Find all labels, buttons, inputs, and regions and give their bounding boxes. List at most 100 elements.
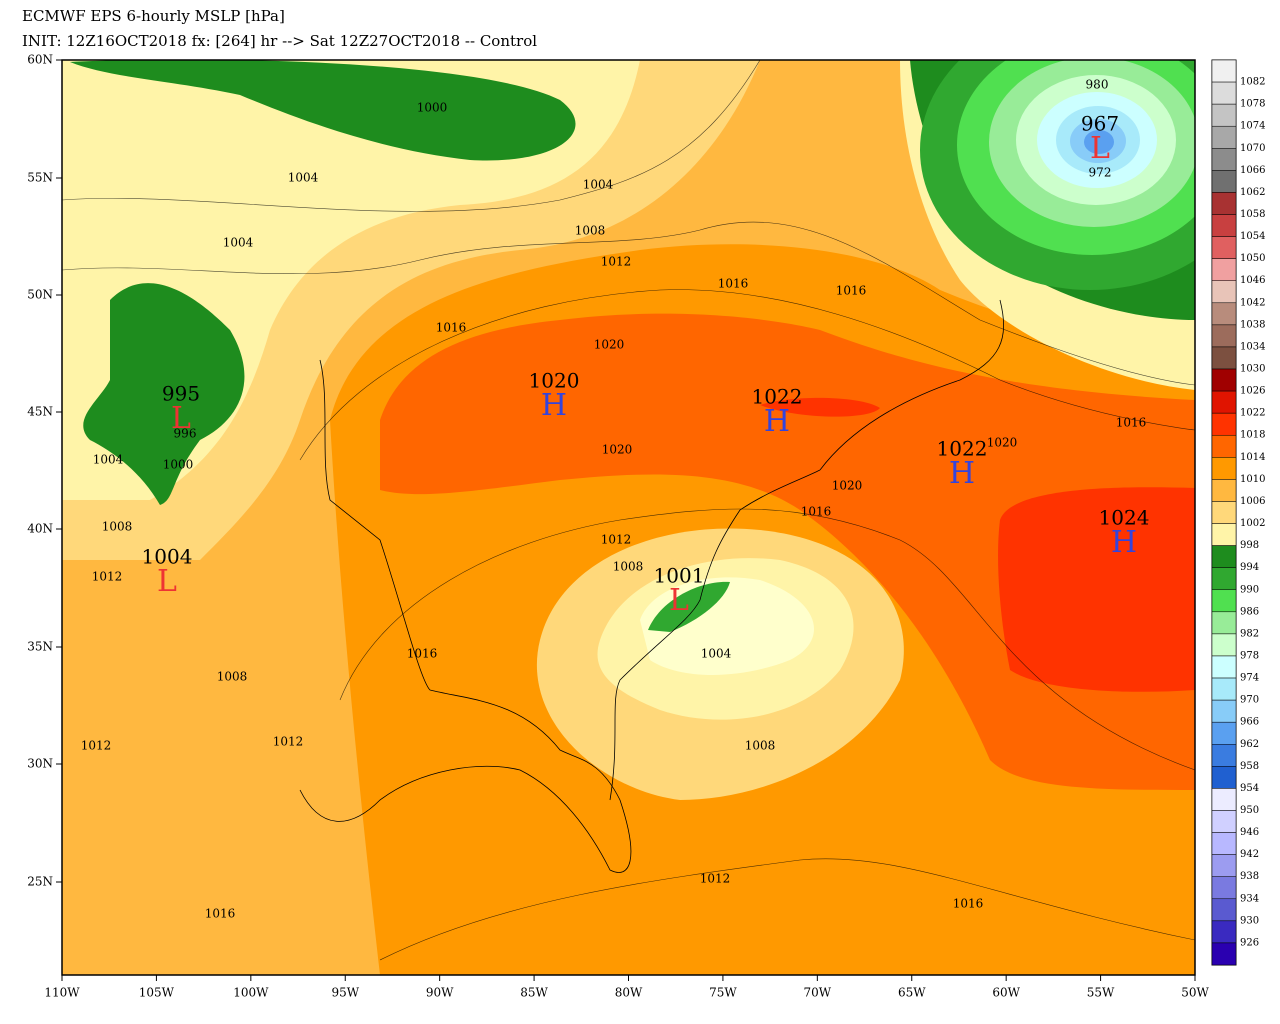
contour-label: 1008 xyxy=(575,224,606,238)
lat-label: 35N xyxy=(27,640,53,654)
isobar xyxy=(62,60,761,212)
colorbar-label: 998 xyxy=(1240,540,1259,551)
colorbar-swatch xyxy=(1211,457,1237,480)
contour-label: 1016 xyxy=(205,907,236,921)
center-letter: L xyxy=(157,564,177,599)
colorbar-swatch xyxy=(1211,545,1237,568)
field-1024 xyxy=(998,487,1195,692)
colorbar-label: 946 xyxy=(1240,827,1259,838)
contour-label: 1012 xyxy=(81,739,112,753)
center-value: 1004 xyxy=(142,545,193,569)
center-letter: H xyxy=(949,456,975,491)
contour-label: 1016 xyxy=(836,284,867,298)
field-1020 xyxy=(380,313,1195,790)
colorbar-swatch xyxy=(1211,942,1237,966)
colorbar-swatch xyxy=(1211,302,1237,326)
colorbar-swatch xyxy=(1211,633,1237,657)
colorbar-swatch xyxy=(1211,412,1237,436)
colorbar-swatch xyxy=(1211,390,1237,414)
contour-label: 1008 xyxy=(613,560,644,574)
colorbar-swatch xyxy=(1211,324,1237,348)
colorbar-label: 1022 xyxy=(1240,408,1265,419)
contour-label: 1016 xyxy=(436,321,467,335)
colorbar-swatch xyxy=(1211,655,1237,679)
colorbar-swatch xyxy=(1211,148,1237,171)
colorbar-swatch xyxy=(1211,721,1237,745)
colorbar-label: 1018 xyxy=(1240,430,1265,441)
colorbar-swatch xyxy=(1211,125,1237,149)
lon-label: 70W xyxy=(804,986,832,1000)
colorbar-label: 1030 xyxy=(1240,364,1265,375)
colorbar-swatch xyxy=(1211,699,1237,723)
colorbar-label: 1002 xyxy=(1240,518,1265,529)
colorbar-swatch xyxy=(1211,920,1237,944)
lon-label: 95W xyxy=(331,986,359,1000)
colorbar-label: 1054 xyxy=(1240,231,1265,242)
contour-label: 972 xyxy=(1089,166,1112,180)
colorbar-swatch xyxy=(1211,236,1237,259)
isobar xyxy=(339,508,1195,771)
center-letter: L xyxy=(171,401,191,436)
colorbar-swatch xyxy=(1211,766,1237,789)
field-low-north xyxy=(70,60,576,161)
lat-label: 60N xyxy=(27,53,53,67)
center-letter: H xyxy=(764,404,790,439)
contour-label: 1012 xyxy=(601,255,632,269)
colorbar-label: 1006 xyxy=(1240,496,1265,507)
colorbar-swatch xyxy=(1211,368,1237,392)
lon-label: 90W xyxy=(426,986,454,1000)
contour-label: 1020 xyxy=(832,479,863,493)
center-value: 1022 xyxy=(937,437,988,461)
colorbar-label: 950 xyxy=(1240,805,1259,816)
contour-label: 1012 xyxy=(601,533,632,547)
colorbar-swatch xyxy=(1211,103,1237,127)
contour-label: 1008 xyxy=(217,670,248,684)
contour-label: 1020 xyxy=(594,338,625,352)
contour-label: 1000 xyxy=(417,101,448,115)
colorbar-swatch xyxy=(1211,192,1237,215)
colorbar-label: 1066 xyxy=(1240,165,1265,176)
lon-label: 60W xyxy=(992,986,1020,1000)
center-value: 1020 xyxy=(529,369,580,393)
center-letter: L xyxy=(1090,131,1110,166)
contour-label: 1004 xyxy=(583,178,614,192)
contour-label: 1012 xyxy=(273,735,304,749)
field-low-east-4 xyxy=(648,581,730,632)
colorbar-swatch xyxy=(1211,854,1237,877)
isobars xyxy=(62,60,1195,961)
colorbar-swatch xyxy=(1211,589,1237,613)
center-letter: H xyxy=(541,388,567,423)
contour-label: 1012 xyxy=(92,570,123,584)
center-value: 967 xyxy=(1081,112,1119,136)
center-value: 1001 xyxy=(654,564,705,588)
colorbar-swatch xyxy=(1211,280,1237,304)
colorbar-label: 970 xyxy=(1240,695,1259,706)
colorbar-label: 942 xyxy=(1240,849,1259,860)
colorbar-label: 1038 xyxy=(1240,319,1265,330)
colorbar-swatch xyxy=(1211,434,1237,458)
colorbar-label: 978 xyxy=(1240,650,1259,661)
colorbar-label: 1058 xyxy=(1240,209,1265,220)
contour-label: 1008 xyxy=(102,520,133,534)
colorbar-swatch xyxy=(1211,479,1237,502)
lat-label: 50N xyxy=(27,288,53,302)
title: ECMWF EPS 6-hourly MSLP [hPa] xyxy=(22,7,285,25)
colorbar-label: 1074 xyxy=(1240,121,1265,132)
lon-label: 75W xyxy=(709,986,737,1000)
isobar xyxy=(379,858,1195,961)
lon-label: 100W xyxy=(233,986,269,1000)
contour-label: 1020 xyxy=(602,443,633,457)
lon-label: 50W xyxy=(1181,986,1209,1000)
colorbar-swatch xyxy=(1211,744,1237,767)
pressure-field xyxy=(62,60,1195,975)
contour-label: 1016 xyxy=(801,505,832,519)
isobar xyxy=(299,289,1195,461)
colorbar-label: 990 xyxy=(1240,584,1259,595)
colorbar-label: 1078 xyxy=(1240,99,1265,110)
contour-label: 1004 xyxy=(223,236,254,250)
contour-label: 1004 xyxy=(701,647,732,661)
lon-label: 110W xyxy=(44,986,80,1000)
colorbar-swatch xyxy=(1211,59,1237,83)
colorbar-swatch xyxy=(1211,214,1237,237)
